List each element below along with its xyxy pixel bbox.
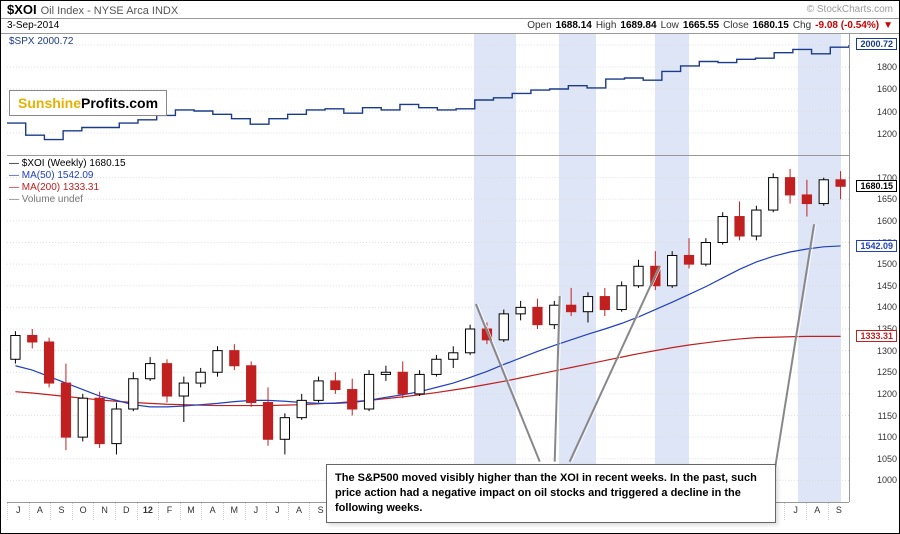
lower-panel-xoi: — $XOI (Weekly) 1680.15— MA(50) 1542.09—… [7,156,849,502]
y-axis: 1200140016001800200010001050110011501200… [849,34,899,502]
open-value: 1688.14 [556,20,592,32]
spx-label: $SPX 2000.72 [9,36,74,48]
annotation-callout: The S&P500 moved visibly higher than the… [326,464,776,523]
close-value: 1680.15 [753,20,789,32]
ticker-description: Oil Index - NYSE Arca INDX [41,5,179,17]
chart-header: $XOI Oil Index - NYSE Arca INDX © StockC… [1,1,899,19]
sunshine-profits-logo: SunshineProfits.com [9,90,167,116]
chart-date: 3-Sep-2014 [7,20,59,32]
spx-price-flag: 2000.72 [856,38,897,50]
ticker-symbol: $XOI [7,2,37,17]
plot-area: $SPX 2000.72 2000.72 SunshineProfits.com… [1,34,899,520]
stock-chart: $XOI Oil Index - NYSE Arca INDX © StockC… [0,0,900,534]
change-value: -9.08 (-0.54%) [815,20,879,32]
low-value: 1665.55 [683,20,719,32]
callout-lines [7,156,849,502]
down-arrow-icon: ▼ [883,20,893,32]
high-value: 1689.84 [620,20,656,32]
attribution: © StockCharts.com [807,4,893,15]
ohlc-bar: 3-Sep-2014 Open1688.14 High1689.84 Low16… [1,19,899,34]
